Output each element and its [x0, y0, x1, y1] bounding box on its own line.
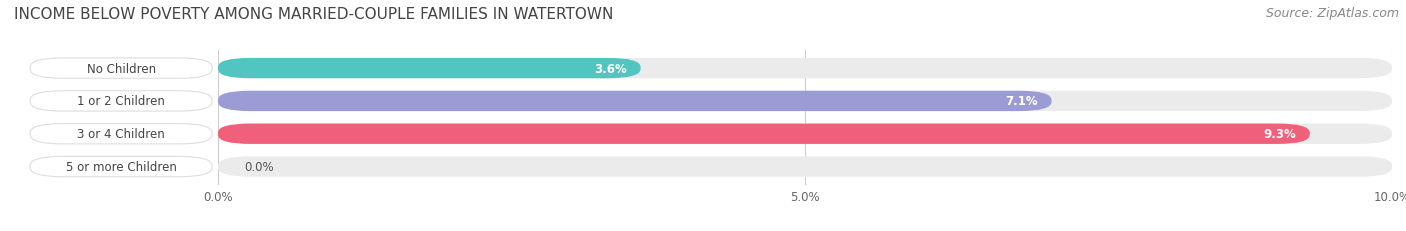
Text: INCOME BELOW POVERTY AMONG MARRIED-COUPLE FAMILIES IN WATERTOWN: INCOME BELOW POVERTY AMONG MARRIED-COUPL… [14, 7, 613, 22]
Text: No Children: No Children [87, 62, 156, 75]
FancyBboxPatch shape [30, 157, 212, 177]
FancyBboxPatch shape [30, 59, 212, 79]
Text: 3.6%: 3.6% [593, 62, 627, 75]
FancyBboxPatch shape [30, 124, 212, 144]
Text: 3 or 4 Children: 3 or 4 Children [77, 128, 165, 141]
FancyBboxPatch shape [30, 91, 212, 112]
Text: Source: ZipAtlas.com: Source: ZipAtlas.com [1265, 7, 1399, 20]
FancyBboxPatch shape [218, 157, 1392, 177]
FancyBboxPatch shape [218, 91, 1392, 112]
FancyBboxPatch shape [218, 124, 1392, 144]
Text: 1 or 2 Children: 1 or 2 Children [77, 95, 165, 108]
FancyBboxPatch shape [218, 124, 1310, 144]
FancyBboxPatch shape [218, 59, 641, 79]
Text: 7.1%: 7.1% [1005, 95, 1038, 108]
FancyBboxPatch shape [218, 59, 1392, 79]
Text: 0.0%: 0.0% [243, 160, 273, 173]
Text: 9.3%: 9.3% [1263, 128, 1296, 141]
Text: 5 or more Children: 5 or more Children [66, 160, 177, 173]
FancyBboxPatch shape [218, 91, 1052, 112]
